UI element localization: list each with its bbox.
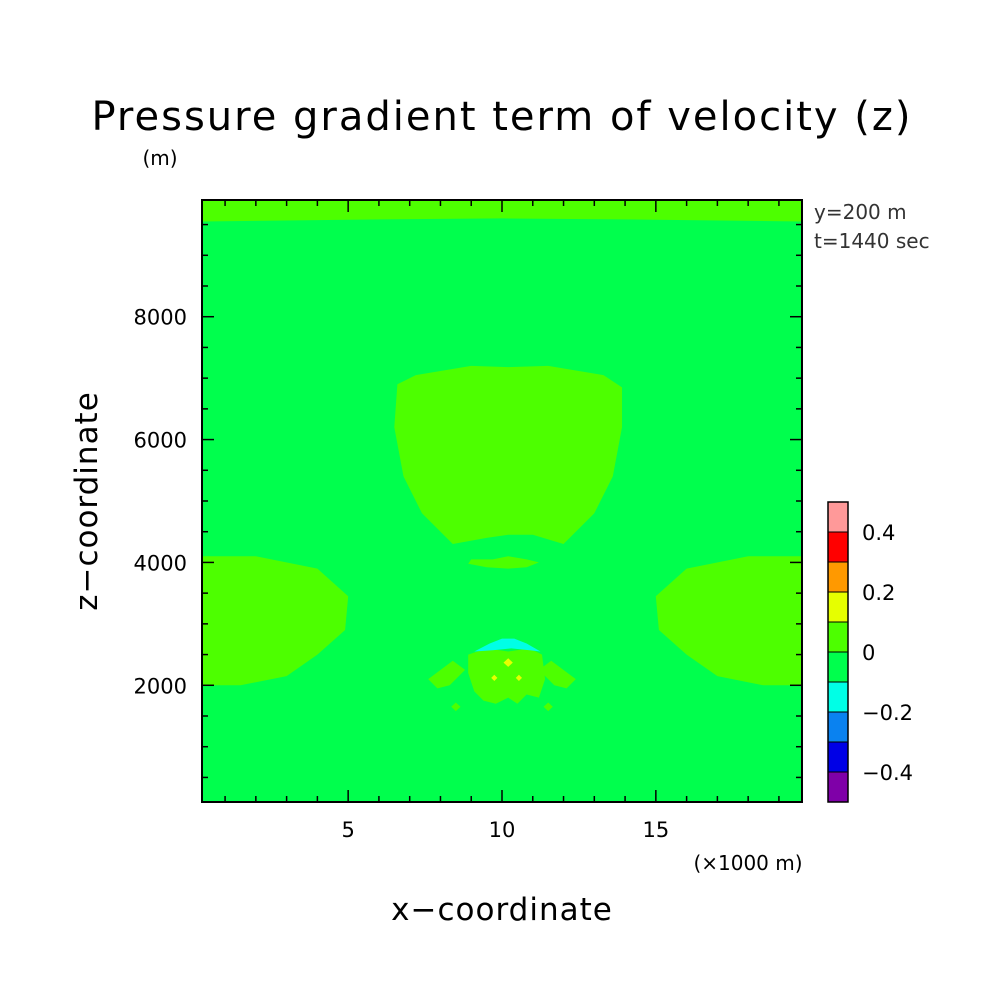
x-tick-labels: 5 10 15 — [341, 818, 669, 842]
colorbar-tick-label: 0.2 — [862, 581, 895, 605]
info-time: t=1440 sec — [814, 229, 930, 253]
x-tick-label: 15 — [642, 818, 669, 842]
colorbar-tick-labels: 0.4 0.2 0 −0.2 −0.4 — [862, 521, 913, 785]
y-tick-label: 6000 — [134, 429, 187, 453]
contour-region — [655, 556, 802, 686]
colorbar-swatch — [827, 711, 849, 743]
plot-area — [201, 199, 803, 803]
contour-region — [202, 556, 349, 686]
info-y-position: y=200 m — [814, 200, 907, 224]
colorbar-swatch — [827, 621, 849, 653]
colorbar-tick-label: −0.2 — [862, 701, 913, 725]
colorbar-tick-label: −0.4 — [862, 761, 913, 785]
x-tick-label: 5 — [341, 818, 354, 842]
colorbar-swatch — [827, 771, 849, 803]
contour-region — [515, 674, 522, 681]
colorbar-swatch — [827, 681, 849, 713]
contour-region — [451, 702, 461, 712]
y-tick-label: 4000 — [134, 551, 187, 575]
contour-region — [491, 674, 498, 681]
y-tick-label: 8000 — [134, 306, 187, 330]
colorbar-swatch — [827, 501, 849, 533]
colorbar-swatch — [827, 561, 849, 593]
colorbar-swatch — [827, 531, 849, 563]
contour-region — [543, 702, 553, 712]
colorbar-tick-label: 0.4 — [862, 521, 895, 545]
y-axis-label: z−coordinate — [69, 391, 105, 611]
contour-region — [468, 556, 539, 569]
y-tick-labels: 2000 4000 6000 8000 — [134, 306, 187, 699]
contour-regions — [202, 200, 802, 712]
contour-region — [468, 648, 546, 704]
colorbar-tick-label: 0 — [862, 641, 875, 665]
axis-ticks — [202, 200, 802, 802]
colorbar-frame — [827, 501, 849, 803]
y-tick-label: 2000 — [134, 674, 187, 698]
contour-region — [503, 658, 513, 667]
contour-region — [474, 638, 541, 652]
chart-title: Pressure gradient term of velocity (z) — [92, 94, 913, 140]
colorbar-swatch — [827, 651, 849, 683]
colorbar-swatch — [827, 591, 849, 623]
x-tick-label: 10 — [489, 818, 516, 842]
y-unit-label: (m) — [142, 146, 177, 170]
contour-region — [394, 365, 622, 544]
colorbar-swatch — [827, 741, 849, 773]
contour-region — [428, 660, 466, 689]
colorbar — [827, 501, 849, 803]
contour-region — [538, 660, 576, 689]
x-unit-label: (×1000 m) — [693, 851, 802, 875]
x-axis-label: x−coordinate — [391, 892, 613, 928]
